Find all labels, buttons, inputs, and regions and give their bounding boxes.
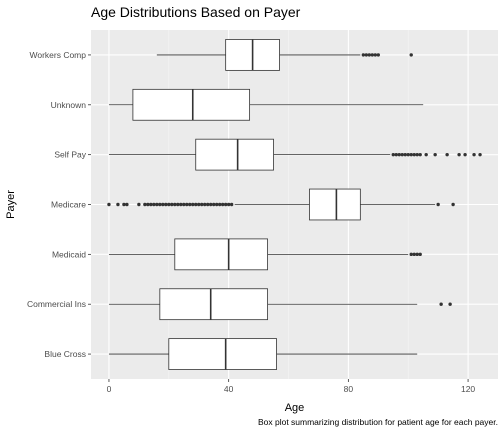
outlier-point <box>158 202 162 207</box>
outlier-point <box>197 202 201 207</box>
outlier-point <box>373 53 378 57</box>
outlier-point <box>436 202 440 207</box>
outlier-point <box>406 152 410 157</box>
outlier-point <box>424 152 428 157</box>
outlier-point <box>211 202 216 207</box>
outlier-point <box>191 202 195 207</box>
box-unknown <box>108 88 424 121</box>
y-tick-label: Blue Cross <box>44 349 86 359</box>
outlier-point <box>146 202 150 207</box>
outlier-point <box>107 202 111 207</box>
outlier-point <box>415 252 419 257</box>
outlier-point <box>391 152 395 157</box>
outlier-point <box>361 53 366 57</box>
outlier-point <box>223 202 228 207</box>
outlier-point <box>409 252 413 257</box>
outlier-point <box>220 202 225 207</box>
outlier-point <box>164 202 168 207</box>
outlier-point <box>448 302 452 306</box>
outlier-point <box>409 53 413 57</box>
outlier-point <box>203 202 207 207</box>
outlier-point <box>364 53 369 57</box>
outlier-point <box>478 152 482 157</box>
outlier-point <box>125 202 129 207</box>
box-medicare <box>107 188 455 221</box>
box-iqr <box>159 288 268 321</box>
box-iqr <box>168 338 277 370</box>
chart-title: Age Distributions Based on Payer <box>91 4 301 20</box>
y-tick-label: Workers Comp <box>29 50 86 60</box>
y-axis: Workers Comp Unknown Self Pay Medicare Medic… <box>27 50 91 359</box>
outlier-point <box>173 202 177 207</box>
outlier-point <box>472 152 476 157</box>
outlier-point <box>149 202 153 207</box>
outlier-point <box>116 202 120 207</box>
box-workers-comp <box>156 39 413 71</box>
outlier-point <box>122 202 126 207</box>
y-tick-label: Medicaid <box>52 249 86 259</box>
outlier-point <box>439 302 443 306</box>
outlier-point <box>400 152 404 157</box>
outlier-point <box>376 53 380 57</box>
outlier-point <box>176 202 180 207</box>
outlier-point <box>457 152 461 157</box>
outlier-point <box>367 53 372 57</box>
box-medicaid <box>108 238 422 271</box>
x-tick-label: 120 <box>461 384 475 394</box>
y-axis-title: Payer <box>5 190 17 219</box>
y-tick-label: Self Pay <box>54 150 86 160</box>
x-tick-label: 40 <box>224 384 234 394</box>
box-iqr <box>195 138 274 171</box>
y-tick-label: Medicare <box>51 200 86 210</box>
outlier-point <box>412 252 416 257</box>
outlier-point <box>182 202 186 207</box>
outlier-point <box>194 202 198 207</box>
outlier-point <box>370 53 375 57</box>
outlier-point <box>418 152 422 157</box>
box-iqr <box>309 188 361 221</box>
outlier-point <box>161 202 165 207</box>
outlier-point <box>209 202 213 207</box>
outlier-point <box>217 202 222 207</box>
outlier-point <box>179 202 183 207</box>
x-axis-title: Age <box>285 402 305 414</box>
x-tick-label: 80 <box>344 384 354 394</box>
outlier-point <box>418 252 422 257</box>
outlier-point <box>137 202 141 207</box>
chart-caption: Box plot summarizing distribution for pa… <box>258 417 498 427</box>
outlier-point <box>397 152 401 157</box>
outlier-point <box>167 202 171 207</box>
outlier-point <box>185 202 189 207</box>
outlier-point <box>229 202 234 207</box>
y-tick-label: Unknown <box>51 100 87 110</box>
outlier-point <box>394 152 398 157</box>
outlier-point <box>463 152 467 157</box>
outlier-point <box>445 152 449 157</box>
box-commercial-ins <box>108 288 452 321</box>
outlier-point <box>214 202 219 207</box>
box-iqr <box>174 238 268 271</box>
outlier-point <box>170 202 174 207</box>
x-tick-label: 0 <box>107 384 112 394</box>
outlier-point <box>226 202 231 207</box>
x-axis: 0 40 80 120 <box>107 379 475 394</box>
box-iqr <box>132 88 251 121</box>
outlier-point <box>433 152 437 157</box>
outlier-point <box>451 202 455 207</box>
outlier-point <box>403 152 407 157</box>
outlier-point <box>200 202 204 207</box>
outlier-point <box>415 152 419 157</box>
y-tick-label: Commercial Ins <box>27 299 86 309</box>
box-blue-cross <box>108 338 418 370</box>
box-self-pay <box>108 138 482 171</box>
outlier-point <box>188 202 192 207</box>
outlier-point <box>155 202 159 207</box>
outlier-point <box>152 202 156 207</box>
outlier-point <box>409 152 413 157</box>
outlier-point <box>412 152 416 157</box>
outlier-point <box>143 202 147 207</box>
box-layer <box>107 39 482 370</box>
outlier-point <box>206 202 210 207</box>
